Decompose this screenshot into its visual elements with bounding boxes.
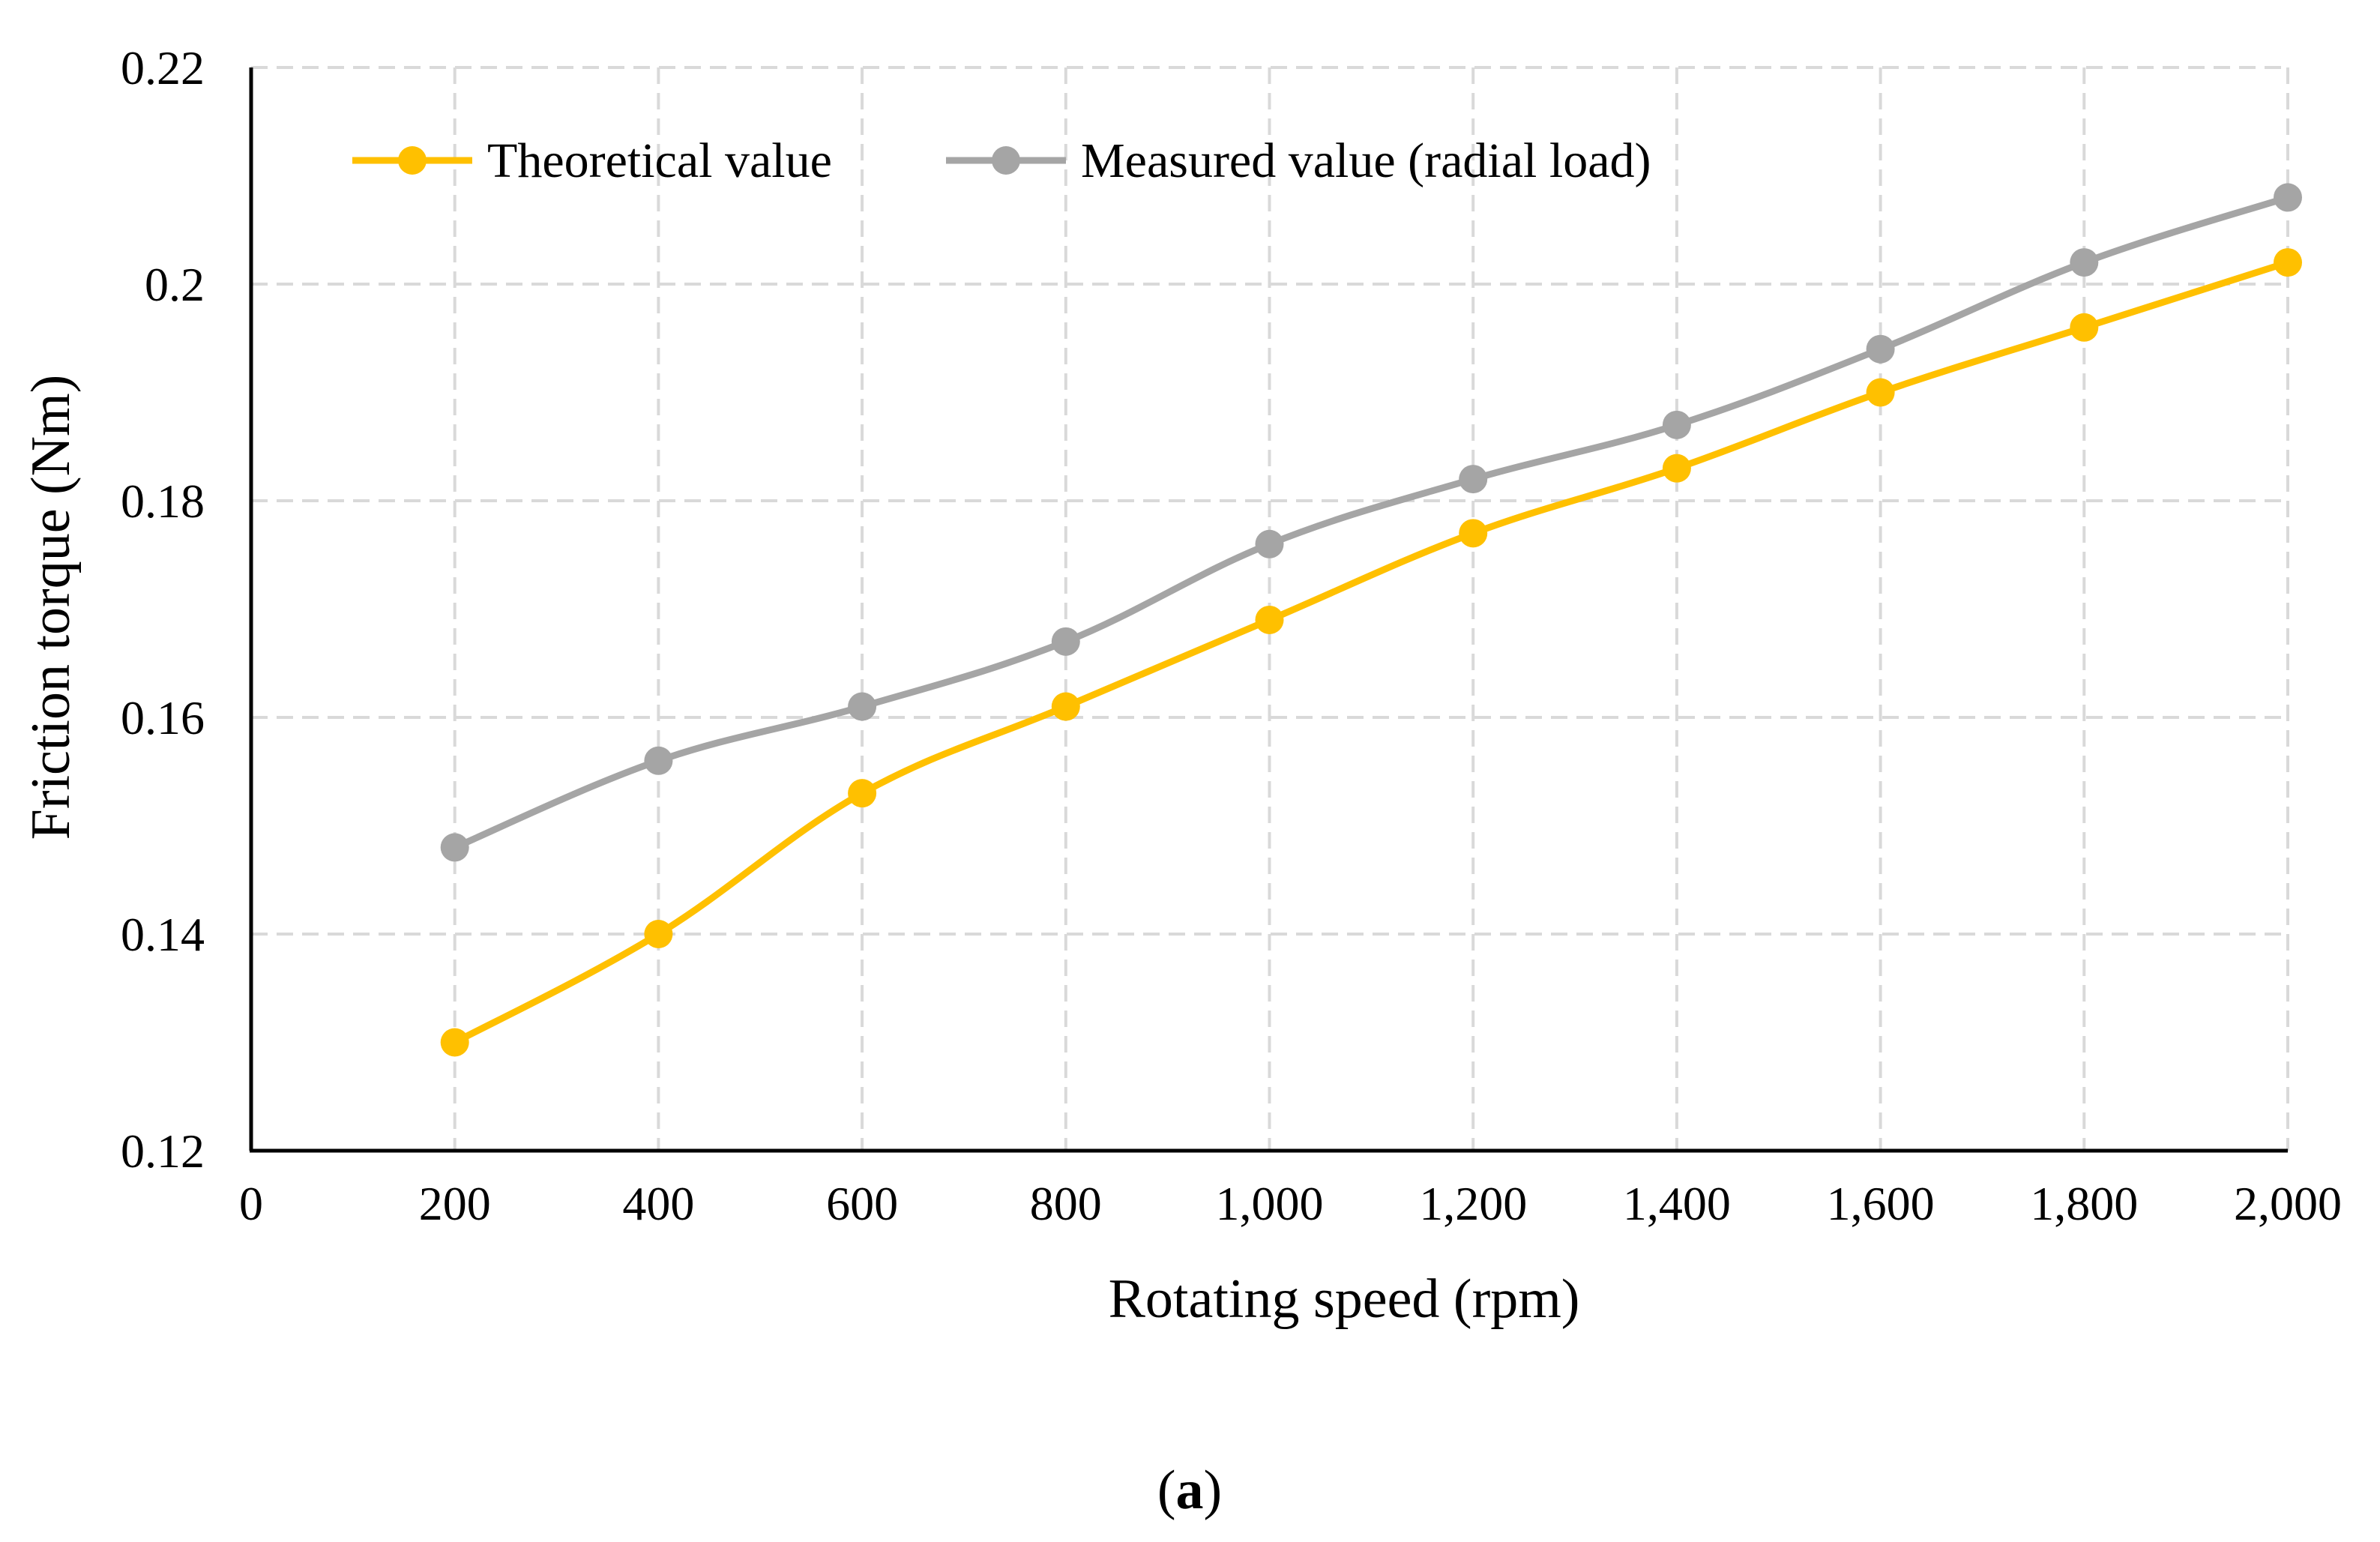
x-axis-title: Rotating speed (rpm) [1109, 1268, 1580, 1330]
data-point-measured [1255, 529, 1284, 558]
data-point-measured [1051, 627, 1080, 656]
figure-caption: (a) [1157, 1460, 1222, 1521]
data-point-measured [440, 833, 469, 862]
grid-lines [251, 66, 2289, 1151]
legend: Theoretical value Measured value (radial… [352, 133, 1651, 188]
data-point-theoretical [1051, 692, 1080, 721]
x-tick-label: 600 [826, 1177, 898, 1230]
data-point-theoretical [1459, 519, 1488, 548]
axes [249, 67, 2288, 1153]
x-tick-label: 200 [419, 1177, 491, 1230]
data-point-measured [2274, 183, 2302, 212]
x-tick-label: 1,200 [1419, 1177, 1527, 1230]
y-tick-label: 0.12 [121, 1124, 205, 1178]
x-tick-label: 0 [239, 1177, 263, 1230]
data-point-theoretical [1662, 454, 1691, 483]
data-point-theoretical [440, 1028, 469, 1057]
data-series [440, 183, 2302, 1057]
data-point-theoretical [2274, 248, 2302, 277]
data-point-measured [1459, 465, 1488, 494]
series-line-measured [451, 193, 2292, 851]
data-point-theoretical [1255, 605, 1284, 634]
data-point-theoretical [1866, 378, 1895, 407]
legend-label-measured: Measured value (radial load) [1081, 133, 1651, 188]
y-tick-label: 0.2 [145, 258, 205, 311]
data-point-measured [1866, 334, 1895, 364]
y-axis-title: Friction torque (Nm) [20, 375, 82, 840]
data-point-theoretical [644, 920, 673, 948]
y-tick-label: 0.16 [121, 691, 205, 744]
series-line-theoretical [451, 259, 2292, 1046]
data-point-measured [2070, 248, 2099, 277]
y-tick-label: 0.22 [121, 41, 205, 94]
x-tick-label: 1,000 [1216, 1177, 1324, 1230]
data-point-measured [848, 692, 877, 721]
tick-labels: 0.12 0.14 0.16 0.18 0.2 0.22 0 200 400 600 800 1,00… [121, 41, 2342, 1230]
x-tick-label: 1,600 [1827, 1177, 1935, 1230]
series-theoretical [440, 248, 2302, 1057]
x-tick-label: 1,400 [1623, 1177, 1731, 1230]
y-tick-label: 0.18 [121, 475, 205, 528]
x-tick-label: 2,000 [2234, 1177, 2342, 1230]
series-measured [440, 183, 2302, 862]
y-tick-label: 0.14 [121, 908, 205, 961]
x-tick-label: 1,800 [2030, 1177, 2138, 1230]
data-point-measured [644, 746, 673, 775]
x-tick-label: 800 [1030, 1177, 1102, 1230]
data-point-theoretical [848, 779, 877, 808]
data-point-measured [1662, 410, 1691, 439]
legend-marker-measured [992, 146, 1020, 175]
legend-label-theoretical: Theoretical value [487, 133, 832, 188]
data-point-theoretical [2070, 313, 2099, 342]
x-tick-label: 400 [622, 1177, 694, 1230]
legend-marker-theoretical [398, 146, 427, 175]
